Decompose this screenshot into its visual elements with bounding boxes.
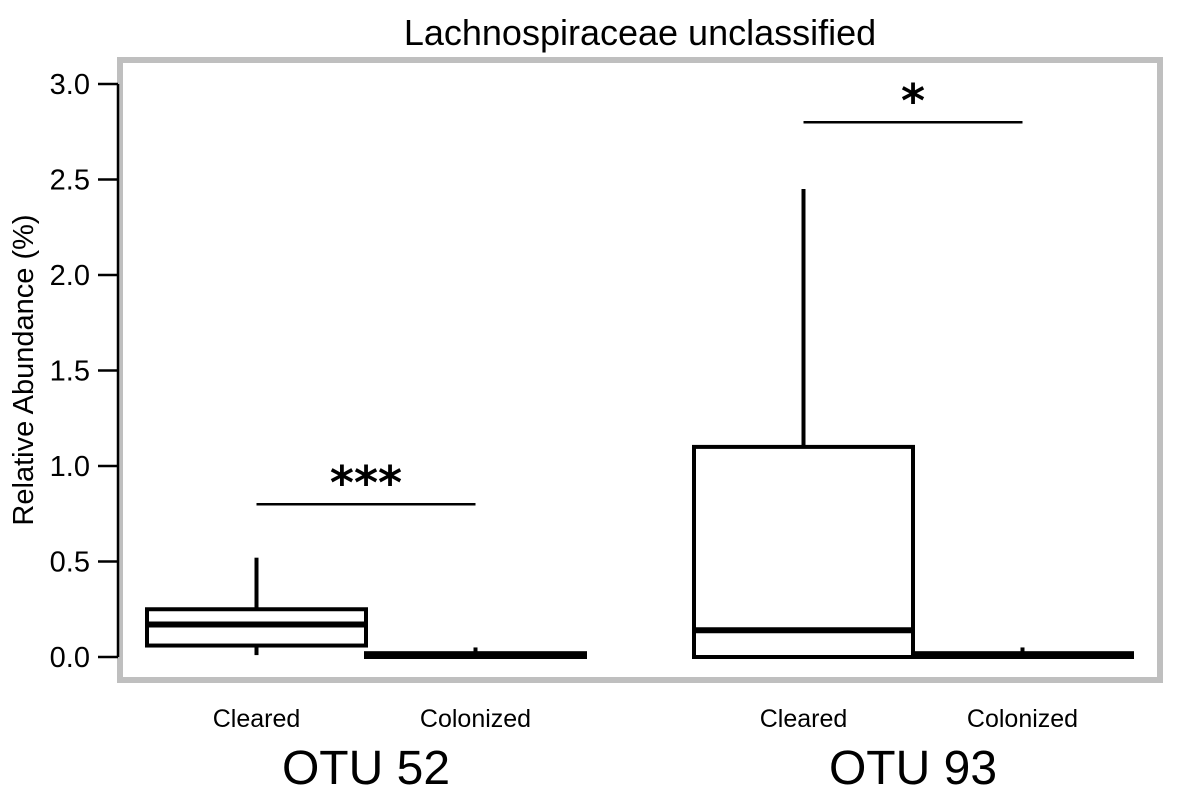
y-tick-label: 0.5 (50, 547, 90, 579)
significance-label: * (901, 74, 925, 128)
category-label: Cleared (760, 705, 848, 733)
group-label: OTU 52 (282, 742, 450, 795)
box (692, 444, 915, 659)
significance-label: *** (330, 456, 402, 510)
y-tick-label: 0.0 (50, 642, 90, 674)
category-label: Colonized (420, 705, 531, 733)
category-label: Cleared (213, 705, 301, 733)
group-label: OTU 93 (829, 742, 997, 795)
y-tick-label: 2.5 (50, 165, 90, 197)
y-axis-label: Relative Abundance (%) (8, 214, 40, 525)
chart-title: Lachnospiraceae unclassified (404, 12, 876, 53)
category-label: Colonized (967, 705, 1078, 733)
y-tick-label: 2.0 (50, 260, 90, 292)
plot-frame (117, 57, 1163, 683)
y-tick-label: 1.5 (50, 356, 90, 388)
y-tick-label: 3.0 (50, 69, 90, 101)
y-tick-label: 1.0 (50, 451, 90, 483)
